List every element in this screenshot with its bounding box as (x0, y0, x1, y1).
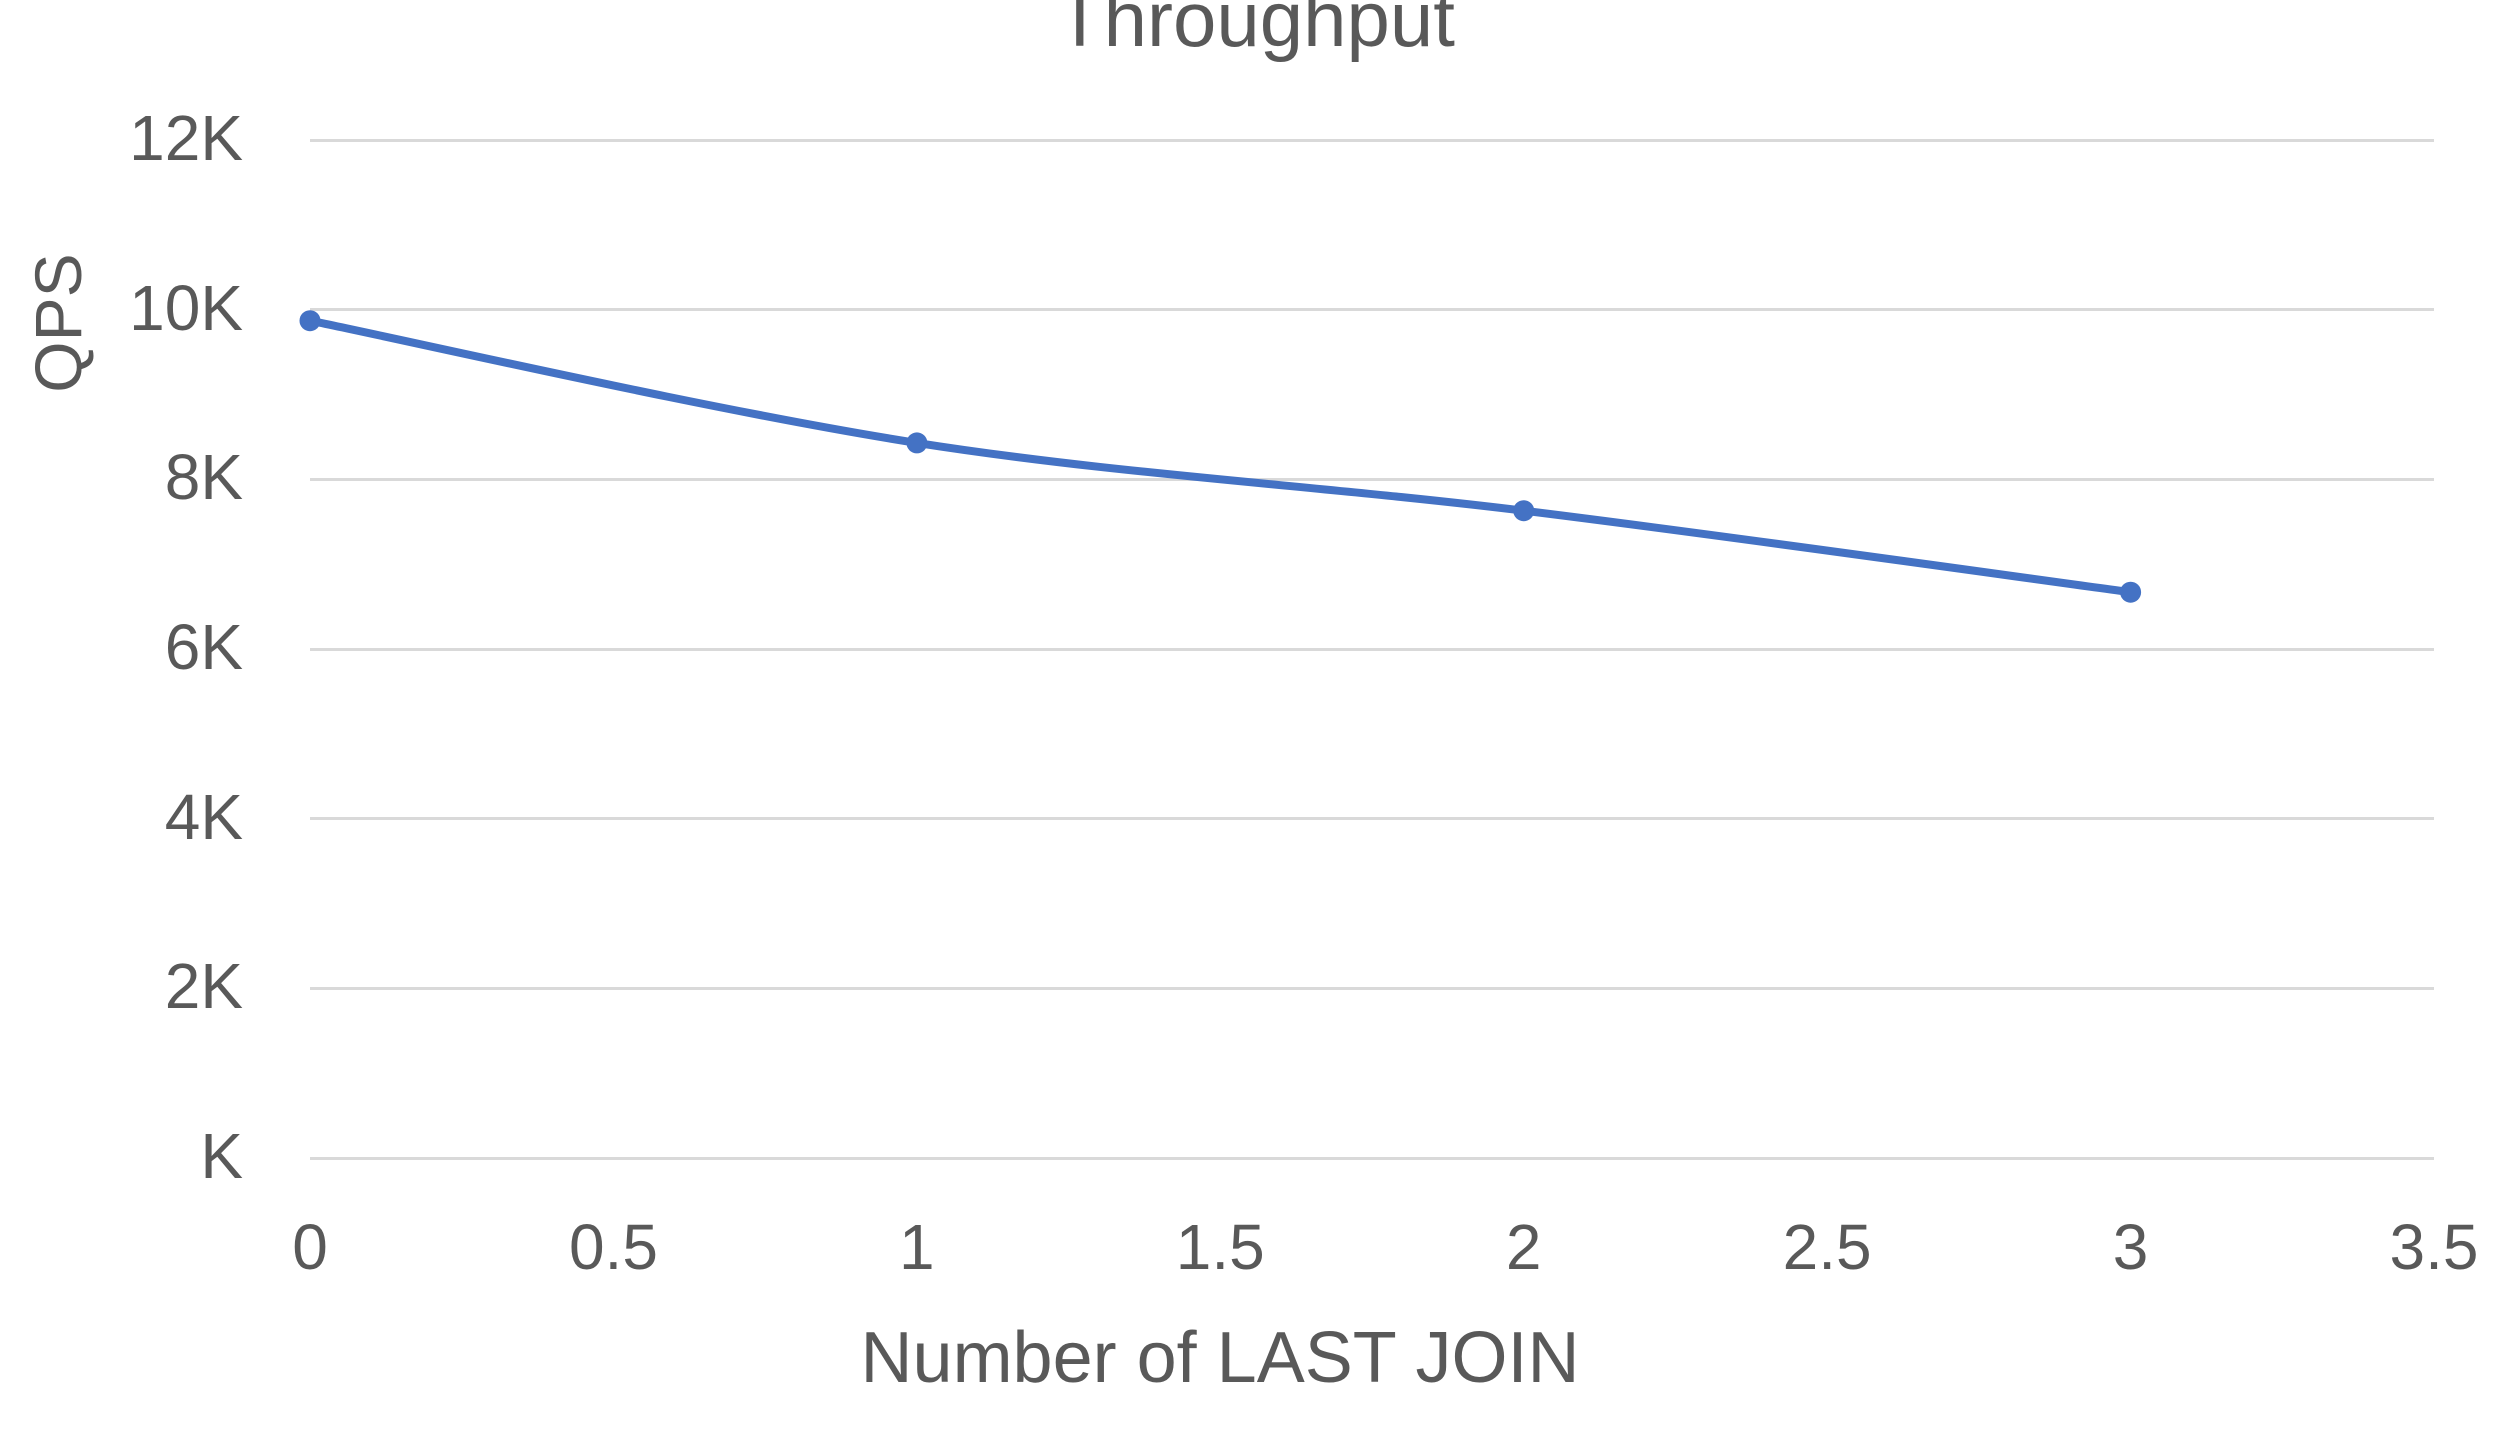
x-tick-label: 2 (1505, 1211, 1542, 1283)
y-tick-label: 8K (164, 441, 243, 514)
gridline (310, 138, 2434, 142)
x-tick-label: 3.5 (2389, 1211, 2479, 1283)
data-point-marker (2120, 581, 2142, 603)
gridline (310, 986, 2434, 990)
x-tick-label: 0 (292, 1211, 328, 1283)
series-line (306, 316, 2135, 597)
gridline (310, 817, 2434, 821)
x-tick-label: 3 (2112, 1211, 2149, 1283)
data-point-marker (906, 432, 928, 454)
gridline (310, 647, 2434, 651)
x-tick-label: 0.5 (568, 1211, 658, 1283)
gridline (310, 308, 2434, 312)
x-axis-title: Number of LAST JOIN (860, 1318, 1580, 1398)
y-tick-label: 2K (164, 950, 243, 1023)
y-tick-label: 6K (164, 611, 243, 683)
x-tick-label: 2.5 (1782, 1211, 1872, 1283)
data-point-marker (1513, 500, 1535, 522)
x-tick-label: 1.5 (1175, 1211, 1265, 1283)
chart-title: Throughput (1056, 0, 1455, 63)
y-tick-label: K (200, 1120, 243, 1192)
data-point-marker (299, 310, 321, 332)
y-tick-label: 4K (164, 780, 243, 853)
gridline (310, 1156, 2434, 1160)
y-tick-label: 12K (129, 102, 243, 174)
gridline (310, 477, 2434, 481)
x-tick-label: 1 (899, 1211, 935, 1283)
y-tick-label: 10K (129, 271, 243, 344)
